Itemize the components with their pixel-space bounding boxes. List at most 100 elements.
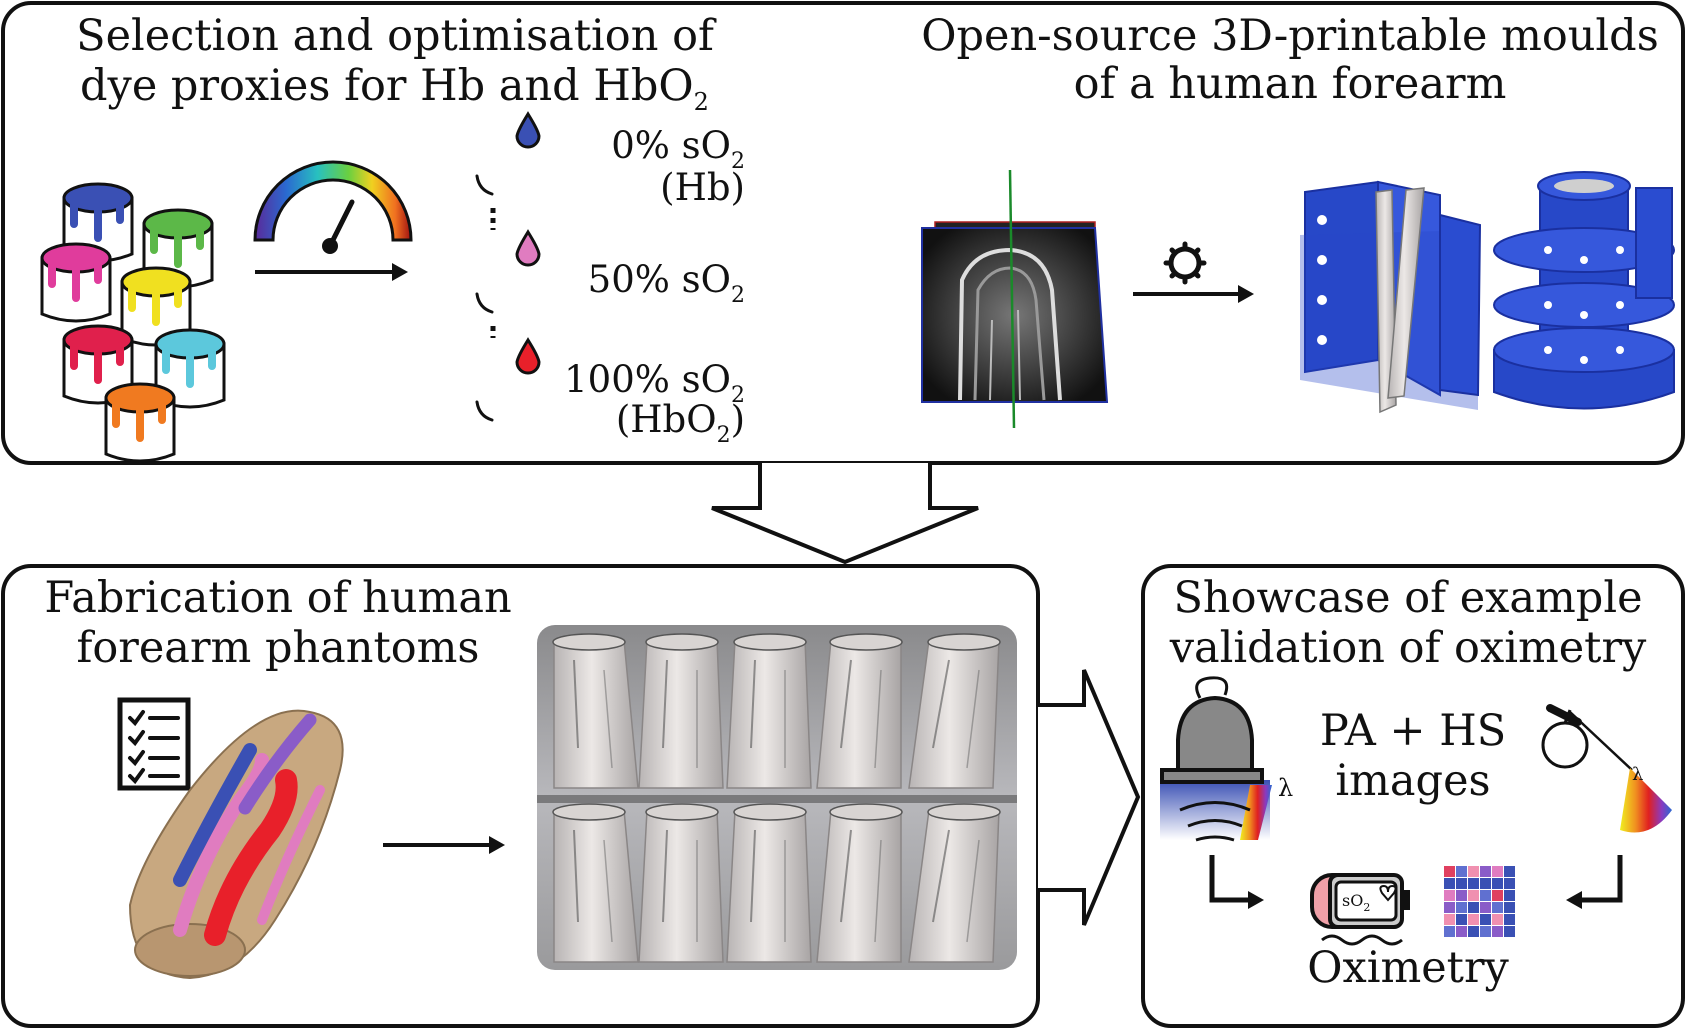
fabrication-arrow xyxy=(383,836,505,854)
oxygen-drop-icon xyxy=(475,337,541,422)
svg-text:validation of oximetry: validation of oximetry xyxy=(1169,623,1647,673)
forearm-mould-half xyxy=(1300,180,1482,414)
svg-text:PA + HS: PA + HS xyxy=(1320,706,1506,756)
merge-arrow xyxy=(711,463,979,565)
map-pixel xyxy=(1504,890,1515,901)
map-pixel xyxy=(1444,890,1455,901)
showcase-panel-frame xyxy=(1141,564,1685,1028)
oximeter-device-icon: sO2 xyxy=(1310,873,1410,946)
showcase-arrow xyxy=(1038,669,1141,926)
map-pixel xyxy=(1444,866,1455,877)
paint-can xyxy=(104,382,176,463)
phantom-cylinder xyxy=(638,803,724,963)
paint-cans-icon xyxy=(40,182,226,463)
svg-text:50% sO2: 50% sO2 xyxy=(588,258,745,308)
svg-text:Open-source 3D-printable mould: Open-source 3D-printable moulds xyxy=(921,11,1659,61)
map-pixel xyxy=(1444,902,1455,913)
probe-lambda: λ xyxy=(1278,774,1293,802)
map-pixel xyxy=(1456,866,1467,877)
map-pixel xyxy=(1480,890,1491,901)
svg-text:(HbO2): (HbO2) xyxy=(616,398,745,448)
map-pixel xyxy=(1504,878,1515,889)
map-pixel xyxy=(1504,914,1515,925)
paint-can xyxy=(120,266,192,347)
paint-can xyxy=(40,242,112,323)
svg-text:images: images xyxy=(1335,756,1490,806)
svg-text:Selection and optimisation of: Selection and optimisation of xyxy=(76,11,717,61)
phantoms-photo xyxy=(537,625,1017,970)
map-pixel xyxy=(1468,902,1479,913)
map-pixel xyxy=(1468,914,1479,925)
forearm-phantom-illustration xyxy=(128,709,344,980)
map-pixel xyxy=(1480,914,1491,925)
map-pixel xyxy=(1480,926,1491,937)
map-pixel xyxy=(1492,890,1503,901)
phantom-cylinder xyxy=(908,633,1001,789)
svg-text:of a human forearm: of a human forearm xyxy=(1074,59,1507,109)
forearm-mould-assembled xyxy=(1493,171,1675,410)
gauge-arrow xyxy=(255,263,408,281)
svg-text:100% sO2: 100% sO2 xyxy=(564,358,745,408)
map-pixel xyxy=(1504,902,1515,913)
optimisation-gauge-icon xyxy=(253,160,413,254)
svg-text:Showcase of example: Showcase of example xyxy=(1173,573,1642,623)
svg-text:Fabrication of human: Fabrication of human xyxy=(44,573,511,623)
phantom-cylinder xyxy=(816,803,903,963)
phantom-cylinder xyxy=(552,803,639,963)
processing-gear-icon xyxy=(1163,241,1207,285)
svg-text:forearm phantoms: forearm phantoms xyxy=(77,623,480,673)
map-pixel xyxy=(1468,890,1479,901)
images-label: PA + HS images xyxy=(1320,706,1506,806)
svg-text:(Hb): (Hb) xyxy=(660,166,745,209)
map-pixel xyxy=(1456,914,1467,925)
oxygen-drops xyxy=(475,111,541,422)
map-pixel xyxy=(1444,914,1455,925)
map-pixel xyxy=(1444,878,1455,889)
hyperspectral-camera-icon: λ xyxy=(1541,704,1672,833)
map-pixel xyxy=(1492,866,1503,877)
pa-to-oximetry-arrow xyxy=(1209,855,1264,909)
map-pixel xyxy=(1468,878,1479,889)
map-pixel xyxy=(1456,878,1467,889)
svg-text:λ: λ xyxy=(1632,764,1643,785)
map-pixel xyxy=(1456,890,1467,901)
oxygen-drop-icon xyxy=(475,111,541,196)
phantom-cylinder xyxy=(726,803,812,963)
phantom-cylinder xyxy=(638,633,724,789)
map-pixel xyxy=(1492,926,1503,937)
map-pixel xyxy=(1480,878,1491,889)
svg-text:0% sO2: 0% sO2 xyxy=(611,124,745,174)
moulds-title: Open-source 3D-printable moulds of a hum… xyxy=(921,11,1659,109)
map-pixel xyxy=(1456,926,1467,937)
phantom-cylinder xyxy=(552,633,639,789)
showcase-title: Showcase of example validation of oximet… xyxy=(1169,573,1647,673)
fabrication-title: Fabrication of human forearm phantoms xyxy=(44,573,511,673)
map-pixel xyxy=(1492,914,1503,925)
mould-arrow xyxy=(1133,285,1254,303)
map-pixel xyxy=(1468,926,1479,937)
map-pixel xyxy=(1480,902,1491,913)
map-pixel xyxy=(1456,902,1467,913)
oxygenation-map-icon xyxy=(1444,866,1515,937)
map-pixel xyxy=(1480,866,1491,877)
photoacoustic-probe-icon: λ xyxy=(1160,676,1293,842)
checklist-icon xyxy=(117,697,191,791)
hs-to-oximetry-arrow xyxy=(1566,855,1623,909)
oximetry-label: Oximetry xyxy=(1307,943,1509,993)
map-pixel xyxy=(1504,926,1515,937)
map-pixel xyxy=(1444,926,1455,937)
paint-can xyxy=(62,324,134,405)
map-pixel xyxy=(1492,902,1503,913)
svg-text:sO2: sO2 xyxy=(1342,891,1370,914)
dye-title-line2: dye proxies for Hb and HbO2 xyxy=(80,61,709,116)
phantom-cylinder xyxy=(816,633,903,789)
map-pixel xyxy=(1468,866,1479,877)
oxygen-drop-icon xyxy=(475,229,541,314)
map-pixel xyxy=(1492,878,1503,889)
phantom-cylinder xyxy=(726,633,812,789)
phantom-cylinder xyxy=(908,803,1001,963)
drop-labels: 0% sO2 (Hb) 50% sO2 100% sO2 (HbO2) xyxy=(564,124,745,448)
mri-slice-image xyxy=(921,169,1109,429)
map-pixel xyxy=(1504,866,1515,877)
